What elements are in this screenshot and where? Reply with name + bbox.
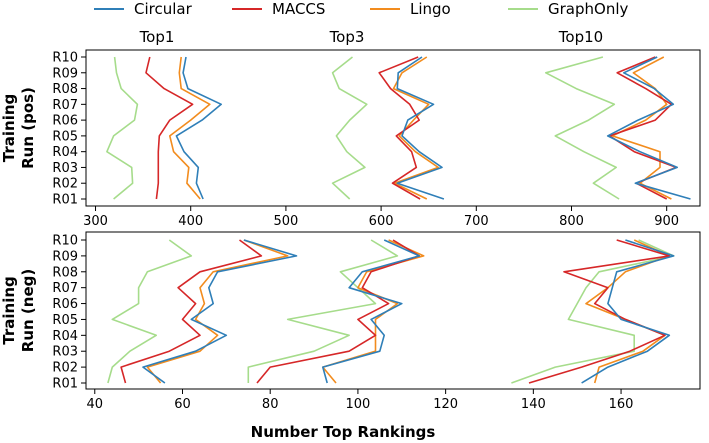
legend-label-graphonly: GraphOnly [548,0,628,18]
panel-frame [85,49,701,207]
x-tick-label-800: 800 [559,214,584,229]
y-tick-label-r10: R10 [52,51,78,66]
y-tick-label-r03: R03 [52,161,78,176]
y-tick-label-r09: R09 [52,249,78,264]
series-line-circular-top1-panel2 [142,239,298,384]
y-tick-label-r01: R01 [52,193,78,208]
y-tick-label-r04: R04 [52,329,78,344]
legend-entry-lingo: Lingo [370,0,451,18]
x-tick-label-120: 120 [433,397,458,412]
group-top10 [511,239,675,384]
series-line-circular-top3-panel1 [396,56,445,200]
legend-entry-graphonly: GraphOnly [508,0,628,18]
x-tick-label-40: 40 [86,397,103,412]
series-line-maccs-top1-panel1 [145,56,194,200]
series-line-maccs-top10-panel2 [528,239,671,384]
series-line-lingo-top10-panel1 [611,56,672,200]
legend: Circular MACCS Lingo GraphOnly [94,0,628,18]
legend-label-lingo: Lingo [410,0,451,18]
series-line-circular-top10-panel2 [581,239,675,384]
series-line-maccs-top3-panel2 [256,239,421,384]
series-line-graphonly-top1-panel1 [106,56,139,200]
y-tick-label-r09: R09 [52,66,78,81]
x-tick-label-600: 600 [369,214,394,229]
y-tick-label-r01: R01 [52,377,78,392]
x-tick-label-60: 60 [174,397,191,412]
y-tick-label-r06: R06 [52,297,78,312]
series-line-graphonly-top3-panel1 [331,56,368,200]
y-tick-label-r02: R02 [52,361,78,376]
y-tick-label-r04: R04 [52,145,78,160]
x-tick-label-300: 300 [83,214,108,229]
series-line-lingo-top1-panel2 [146,239,289,384]
x-tick-label-900: 900 [654,214,679,229]
series-line-graphonly-top10-panel2 [511,239,675,384]
x-tick-label-160: 160 [609,397,634,412]
group-label-top10: Top10 [558,28,603,46]
y-axis-title-line-1: Training [0,94,18,162]
y-tick-label-r08: R08 [52,265,78,280]
group-top1 [106,56,222,200]
group-top1 [107,239,298,384]
x-tick-label-500: 500 [273,214,298,229]
group-top3 [331,56,445,200]
x-tick-label-140: 140 [521,397,546,412]
x-tick-label-700: 700 [464,214,489,229]
series-line-graphonly-top3-panel2 [247,239,399,383]
series-line-graphonly-top10-panel1 [544,56,620,200]
x-tick-label-400: 400 [178,214,203,229]
x-tick-label-80: 80 [262,397,279,412]
y-tick-label-r05: R05 [52,129,78,144]
y-tick-label-r07: R07 [52,281,78,296]
y-tick-label-r08: R08 [52,82,78,97]
legend-entry-circular: Circular [94,0,193,18]
x-tick-label-100: 100 [346,397,371,412]
x-axis-title: Number Top Rankings [251,423,436,441]
group-top10 [544,56,691,200]
series-line-circular-top1-panel1 [175,56,222,200]
group-top3 [247,239,425,384]
y-axis-title-line-2: Run (neg) [19,269,37,352]
series-line-lingo-top1-panel1 [169,56,211,200]
y-tick-label-r03: R03 [52,345,78,360]
series-line-circular-top10-panel1 [606,56,691,200]
y-tick-label-r05: R05 [52,313,78,328]
series-line-maccs-top3-panel1 [378,56,421,200]
y-axis-title-line-2: Run (pos) [19,87,37,169]
y-tick-label-r07: R07 [52,98,78,113]
group-label-top1: Top1 [139,28,175,46]
series-line-maccs-top1-panel2 [120,239,263,384]
y-axis-title-line-1: Training [0,276,18,344]
y-tick-label-r02: R02 [52,177,78,192]
series-line-graphonly-top1-panel2 [107,239,193,384]
legend-entry-maccs: MACCS [232,0,325,18]
legend-label-maccs: MACCS [272,0,325,18]
group-label-top3: Top3 [329,28,365,46]
series-line-circular-top3-panel2 [321,239,421,384]
series-line-maccs-top10-panel1 [608,56,678,200]
panel-frame [85,231,701,390]
y-tick-label-r06: R06 [52,114,78,129]
y-tick-label-r10: R10 [52,234,78,249]
legend-label-circular: Circular [134,0,193,18]
